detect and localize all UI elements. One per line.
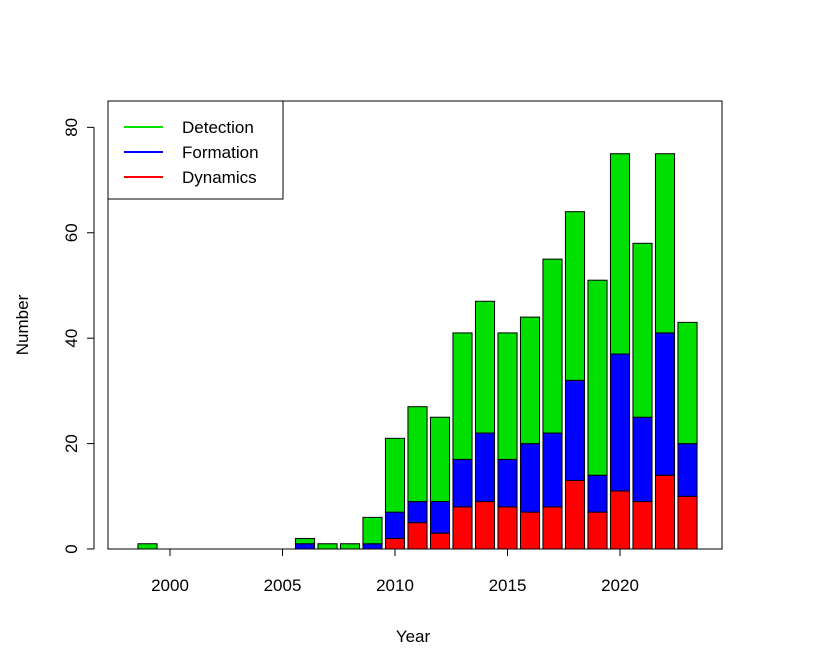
bar-detection-2019 [587,279,608,476]
y-tick-label-0: 0 [62,544,81,553]
bar-formation-2006 [294,543,316,550]
legend: Detection Formation Dynamics [107,100,284,200]
legend-box [107,100,284,200]
bars-group [137,153,698,550]
bar-dynamics-2010 [384,537,406,550]
x-axis: 2000 2005 2010 2015 2020 [151,548,639,595]
bar-detection-2020 [609,153,631,355]
bar-formation-2016 [519,443,541,513]
bar-detection-2009 [362,516,383,545]
bar-dynamics-2013 [452,506,473,550]
bar-dynamics-2020 [609,490,631,550]
bar-dynamics-2014 [474,501,496,550]
bar-dynamics-2016 [519,511,541,550]
y-tick-label-40: 40 [62,329,81,348]
y-tick-label-80: 80 [62,118,81,137]
bar-detection-2017 [542,258,563,434]
bar-formation-2011 [407,501,428,524]
bar-formation-2013 [452,458,473,508]
x-axis-label: Year [396,627,431,646]
bar-formation-2014 [474,432,496,503]
bar-formation-2021 [632,416,653,503]
bar-formation-2010 [384,511,406,539]
bar-formation-2023 [677,443,698,497]
bar-dynamics-2023 [677,495,698,550]
x-tick-label-2005: 2005 [264,576,302,595]
bar-formation-2019 [587,474,608,513]
bar-formation-2020 [609,353,631,492]
bar-detection-2014 [474,300,496,434]
legend-label-formation: Formation [182,143,259,162]
bar-dynamics-2018 [564,479,586,550]
bar-formation-2017 [542,432,563,508]
bar-dynamics-2021 [632,501,653,550]
bar-dynamics-2015 [497,506,518,550]
bar-formation-2022 [654,332,676,476]
bar-detection-2012 [429,416,451,503]
bar-dynamics-2019 [587,511,608,550]
bar-formation-2015 [497,458,518,508]
bar-formation-2018 [564,379,586,481]
legend-label-dynamics: Dynamics [182,168,257,187]
x-tick-label-2000: 2000 [151,576,189,595]
bar-dynamics-2022 [654,474,676,550]
bar-formation-2012 [429,501,451,534]
bar-detection-2008 [339,543,361,550]
bar-detection-2021 [632,242,653,418]
bar-detection-2015 [497,332,518,460]
y-tick-label-20: 20 [62,434,81,453]
bar-detection-2006 [294,537,316,545]
y-axis-label: Number [13,294,32,355]
y-axis: 0 20 40 60 80 [62,118,95,554]
y-tick-label-60: 60 [62,223,81,242]
x-tick-label-2010: 2010 [376,576,414,595]
bar-formation-2009 [362,543,383,550]
bar-detection-2023 [677,321,698,445]
legend-label-detection: Detection [182,118,254,137]
bar-dynamics-2017 [542,506,563,550]
bar-detection-2022 [654,153,676,334]
bar-dynamics-2012 [429,532,451,550]
bar-detection-1999 [137,543,158,550]
bar-dynamics-2011 [407,522,428,550]
bar-detection-2018 [564,211,586,381]
bar-detection-2011 [407,406,428,503]
x-tick-label-2020: 2020 [601,576,639,595]
x-tick-label-2015: 2015 [489,576,527,595]
bar-detection-2010 [384,437,406,513]
bar-detection-2016 [519,316,541,445]
bar-detection-2007 [317,543,338,550]
bar-detection-2013 [452,332,473,460]
